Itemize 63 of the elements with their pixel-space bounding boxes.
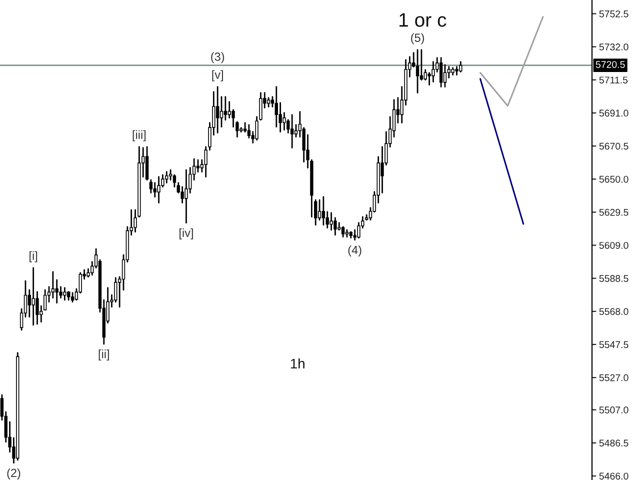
candlestick xyxy=(443,64,447,88)
annotation: (2) xyxy=(7,468,20,480)
y-tick-label: 5609.0 xyxy=(599,242,628,249)
candlestick xyxy=(184,169,188,224)
y-tick-label: 5752.5 xyxy=(599,10,628,18)
candlestick xyxy=(459,61,462,72)
candlestick xyxy=(149,179,153,194)
candlestick xyxy=(353,229,356,241)
candlestick xyxy=(420,49,424,81)
candlestick xyxy=(243,122,247,133)
candlestick xyxy=(290,114,294,148)
candlestick xyxy=(318,199,322,221)
candlestick xyxy=(165,171,168,184)
candlestick xyxy=(439,57,443,88)
candlestick xyxy=(326,211,329,229)
candlestick xyxy=(55,279,58,304)
annotation: [ii] xyxy=(98,350,109,361)
candlestick xyxy=(341,226,345,238)
candlestick xyxy=(168,169,172,181)
y-tick-label: 5486.5 xyxy=(599,440,628,447)
candlestick xyxy=(432,61,435,82)
candlestick xyxy=(216,86,220,134)
annotation: (3) xyxy=(211,52,224,64)
candlestick xyxy=(145,146,149,181)
candlestick xyxy=(180,186,184,204)
candlestick xyxy=(282,112,286,131)
annotation: (4) xyxy=(348,245,362,256)
candlestick xyxy=(266,97,270,108)
ref-line-label: 5720.5 xyxy=(596,61,625,68)
candlestick xyxy=(32,267,35,326)
candlestick xyxy=(224,96,228,121)
candlestick xyxy=(70,292,74,303)
candlestick xyxy=(51,271,55,299)
y-tick-label: 5670.5 xyxy=(599,142,628,150)
candlestick xyxy=(153,182,156,198)
candlestick xyxy=(447,66,450,78)
annotation: [v] xyxy=(212,70,223,82)
y-tick-label: 5507.0 xyxy=(599,406,628,414)
text: 1 or c xyxy=(400,13,446,27)
y-tick-label: 5629.5 xyxy=(599,208,628,216)
y-tick-label: 5547.5 xyxy=(599,341,628,348)
candlestick xyxy=(63,287,66,301)
y-tick-label: 5588.5 xyxy=(599,275,628,282)
candlestick xyxy=(228,101,231,118)
annotation: (5) xyxy=(411,33,424,44)
candlestick xyxy=(330,212,333,231)
y-tick-label: 5650.0 xyxy=(599,176,628,183)
annotation: 1h xyxy=(290,358,304,368)
candlestick xyxy=(172,174,176,188)
y-tick-label: 5527.0 xyxy=(599,374,628,382)
y-tick-label: 5466.0 xyxy=(599,472,628,480)
annotation: [iv] xyxy=(180,228,193,240)
y-tick-label: 5711.5 xyxy=(599,76,628,84)
y-tick-label: 5568.0 xyxy=(599,308,628,316)
candlestick xyxy=(428,72,431,86)
candlestick xyxy=(220,96,224,128)
candlestick xyxy=(322,196,326,226)
y-tick-label: 5691.0 xyxy=(599,110,628,117)
annotation: [iii] xyxy=(132,130,146,142)
annotation: [i] xyxy=(30,251,38,262)
y-tick-label: 5732.0 xyxy=(599,44,628,50)
candlestick xyxy=(416,49,420,94)
candlestick xyxy=(157,176,160,204)
